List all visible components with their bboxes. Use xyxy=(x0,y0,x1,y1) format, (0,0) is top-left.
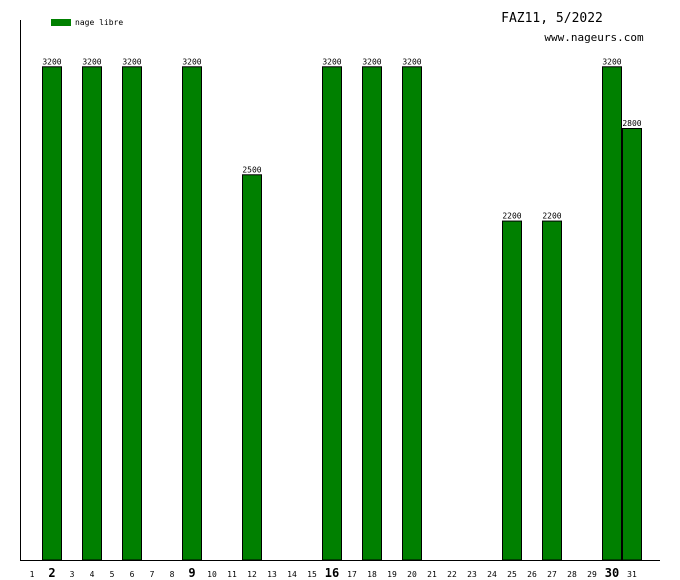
x-tick-label-day-21: 21 xyxy=(427,570,437,579)
x-tick-label-day-28: 28 xyxy=(567,570,577,579)
bar-day-31 xyxy=(622,128,642,561)
x-tick-label-day-12: 12 xyxy=(247,570,257,579)
x-tick-label-day-13: 13 xyxy=(267,570,277,579)
bar-value-label-day-27: 2200 xyxy=(542,212,561,221)
legend-label: nage libre xyxy=(75,18,123,27)
x-tick-label-day-7: 7 xyxy=(150,570,155,579)
x-tick-label-day-5: 5 xyxy=(110,570,115,579)
legend-swatch xyxy=(51,19,71,26)
x-tick-label-day-20: 20 xyxy=(407,570,417,579)
bar-day-20 xyxy=(402,66,422,561)
bar-value-label-day-16: 3200 xyxy=(322,57,341,66)
bar-value-label-day-25: 2200 xyxy=(502,212,521,221)
x-tick-label-day-1: 1 xyxy=(30,570,35,579)
bar-value-label-day-6: 3200 xyxy=(122,57,141,66)
x-tick-label-day-22: 22 xyxy=(447,570,457,579)
bar-value-label-day-2: 3200 xyxy=(42,57,61,66)
value-labels-group: 3200 3200 3200 3200 2500 3200 3200 3200 2200 2200… xyxy=(42,57,641,220)
bars-group xyxy=(42,66,642,561)
legend: nage libre xyxy=(51,18,123,27)
x-tick-label-day-25: 25 xyxy=(507,570,517,579)
bar-day-27 xyxy=(542,220,562,561)
x-tick-label-day-6: 6 xyxy=(130,570,135,579)
x-tick-label-day-29: 29 xyxy=(587,570,597,579)
x-tick-label-day-17: 17 xyxy=(347,570,357,579)
x-tick-label-day-26: 26 xyxy=(527,570,537,579)
bar-day-9 xyxy=(182,66,202,561)
x-tick-label-day-9: 9 xyxy=(188,566,195,580)
bar-value-label-day-18: 3200 xyxy=(362,57,381,66)
bar-day-2 xyxy=(42,66,62,561)
x-tick-labels-group: 1 2 3 4 5 6 7 8 9 10 11 12 13 14 15 16 17 18 19 20 21 22 23 24 2… xyxy=(30,566,637,580)
x-tick-label-day-15: 15 xyxy=(307,570,317,579)
bar-value-label-day-9: 3200 xyxy=(182,57,201,66)
x-tick-label-day-23: 23 xyxy=(467,570,477,579)
x-tick-label-day-10: 10 xyxy=(207,570,217,579)
x-tick-label-day-3: 3 xyxy=(70,570,75,579)
x-tick-label-day-18: 18 xyxy=(367,570,377,579)
bar-day-12 xyxy=(242,174,262,561)
bar-day-6 xyxy=(122,66,142,561)
bar-day-25 xyxy=(502,220,522,561)
bar-day-18 xyxy=(362,66,382,561)
bar-value-label-day-12: 2500 xyxy=(242,165,261,174)
bar-day-30 xyxy=(602,66,622,561)
x-tick-label-day-8: 8 xyxy=(170,570,175,579)
bar-day-16 xyxy=(322,66,342,561)
x-tick-label-day-16: 16 xyxy=(325,566,339,580)
x-tick-label-day-14: 14 xyxy=(287,570,297,579)
x-tick-label-day-24: 24 xyxy=(487,570,497,579)
bar-day-4 xyxy=(82,66,102,561)
chart-title: FAZ11, 5/2022 xyxy=(501,11,603,26)
x-tick-label-day-11: 11 xyxy=(227,570,237,579)
bar-value-label-day-20: 3200 xyxy=(402,57,421,66)
bar-value-label-day-30: 3200 xyxy=(602,57,621,66)
x-tick-label-day-30: 30 xyxy=(605,566,619,580)
x-tick-label-day-2: 2 xyxy=(48,566,55,580)
bar-value-label-day-31: 2800 xyxy=(622,119,641,128)
x-tick-label-day-27: 27 xyxy=(547,570,557,579)
bar-value-label-day-4: 3200 xyxy=(82,57,101,66)
x-tick-label-day-4: 4 xyxy=(90,570,95,579)
x-tick-label-day-31: 31 xyxy=(627,570,637,579)
site-url: www.nageurs.com xyxy=(544,31,644,44)
x-tick-label-day-19: 19 xyxy=(387,570,397,579)
